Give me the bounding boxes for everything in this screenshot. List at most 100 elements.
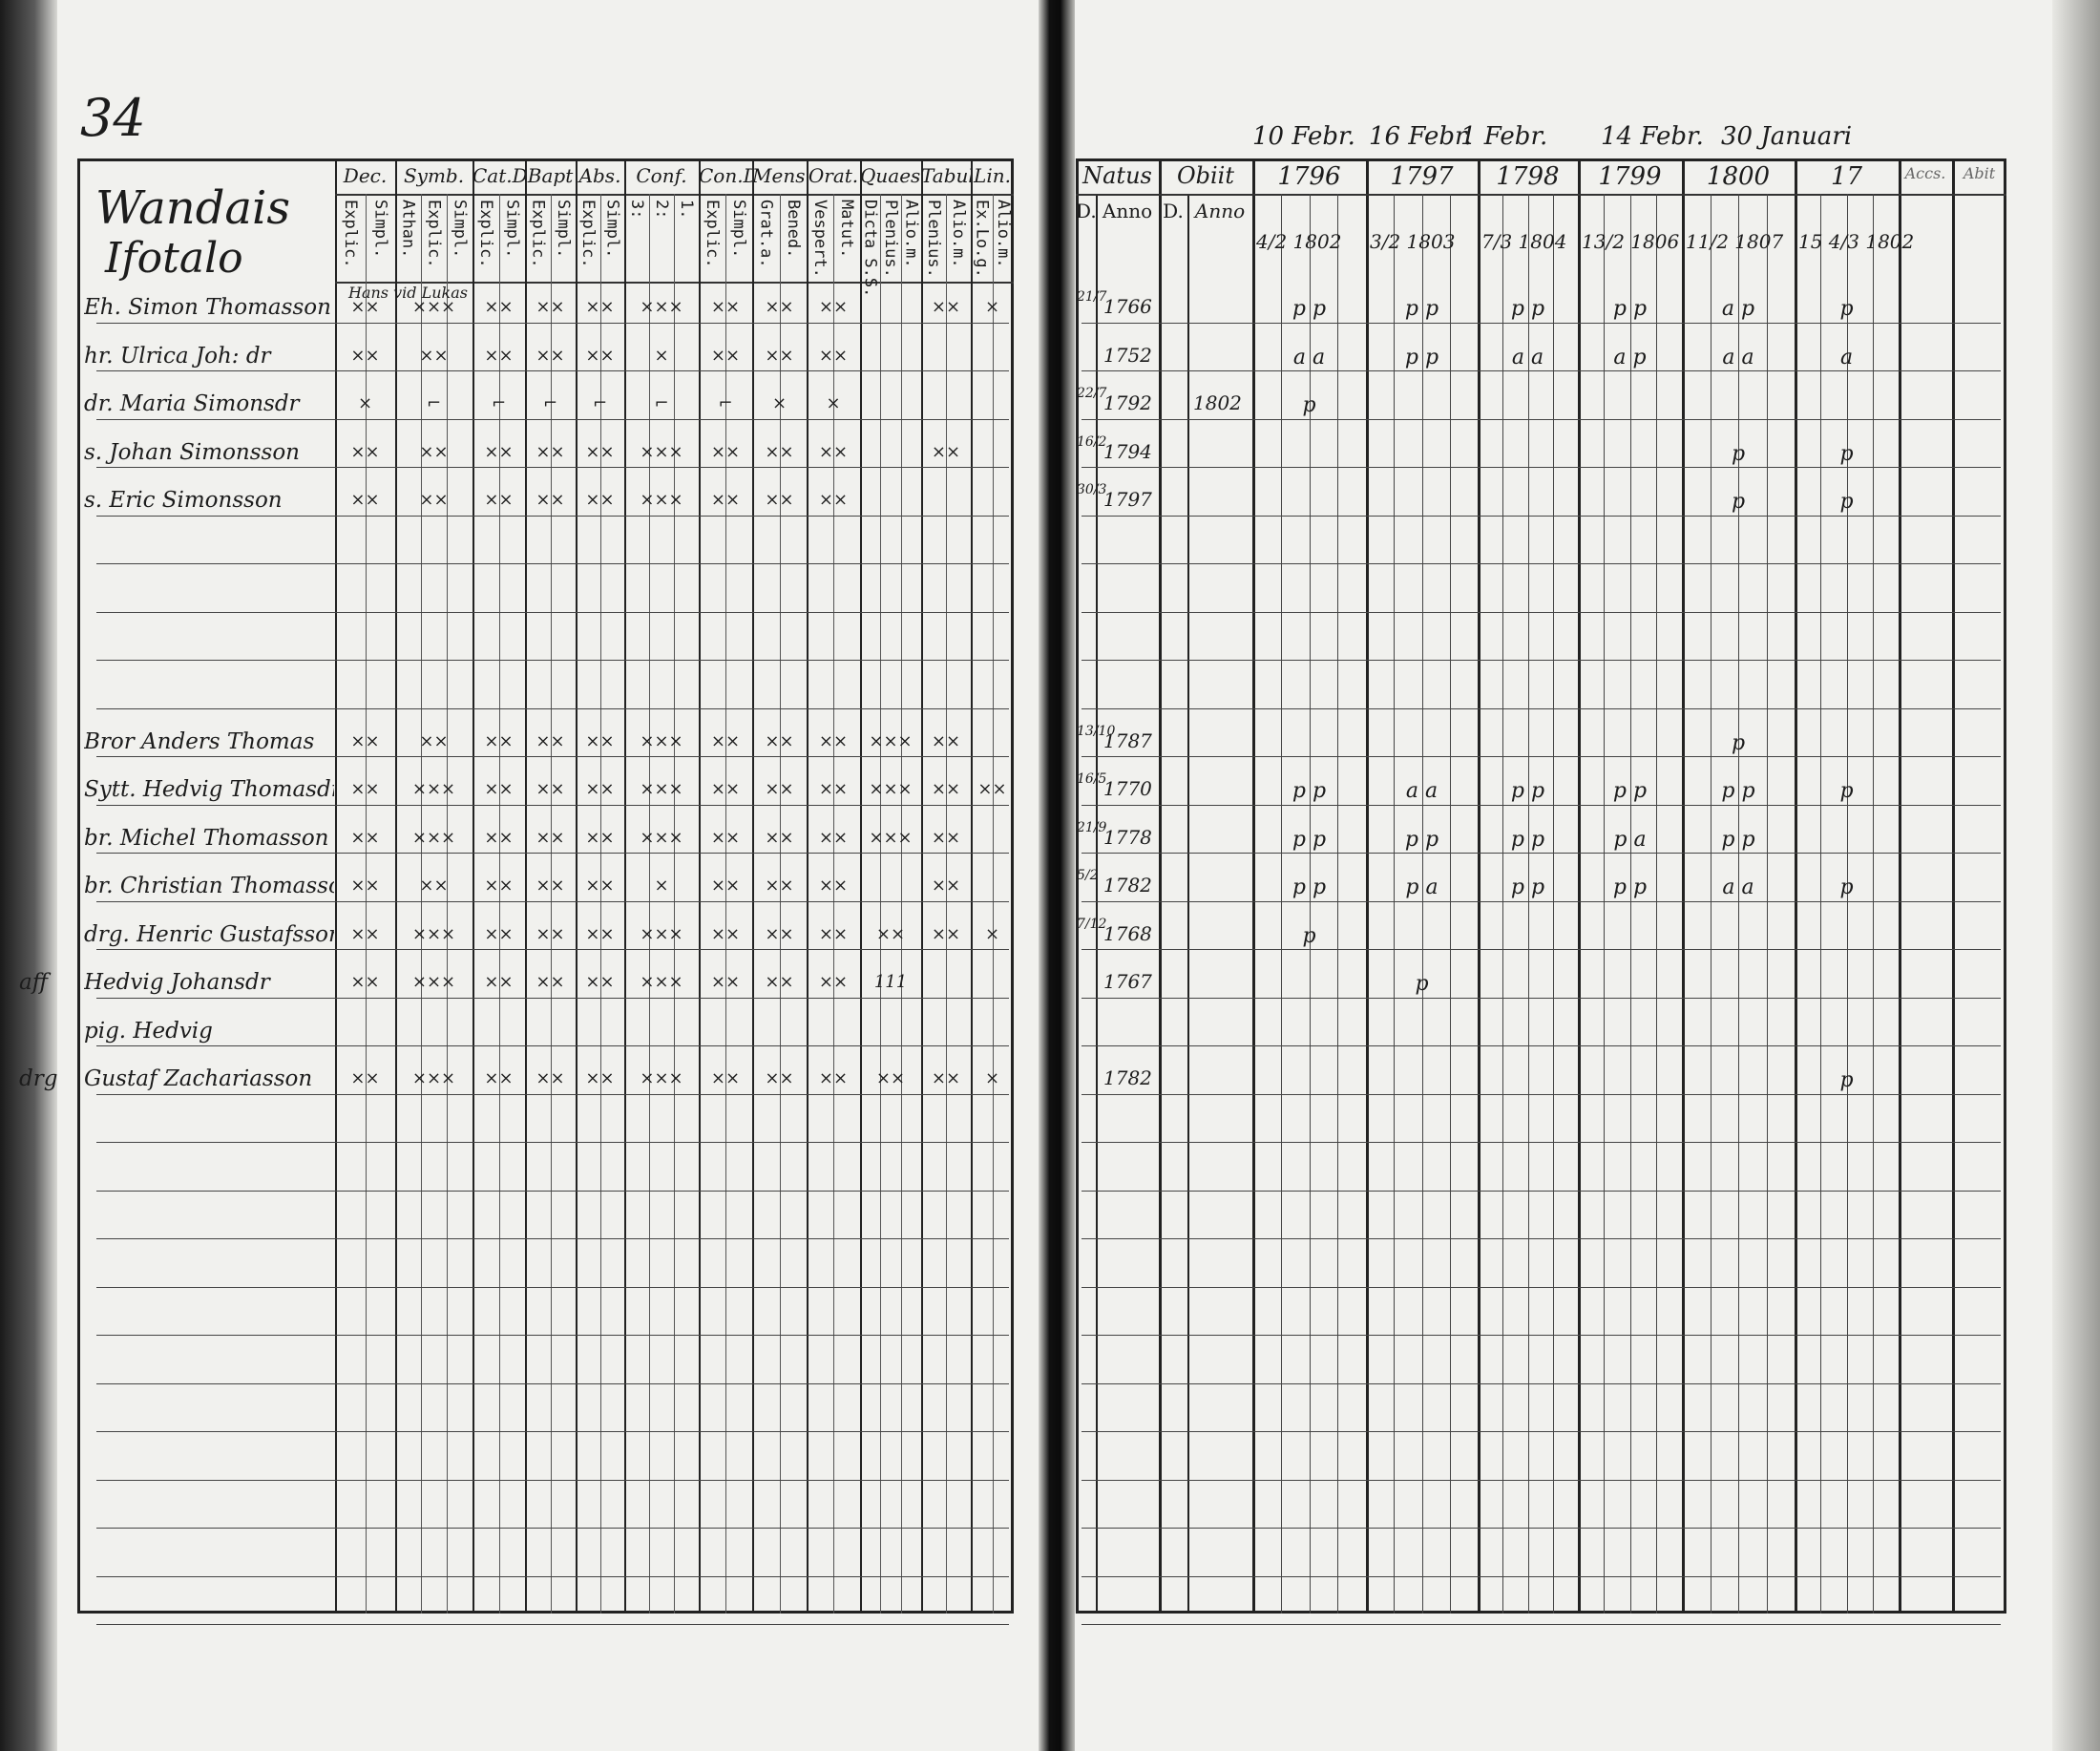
- column-divider: [1899, 158, 1901, 1614]
- sub-column-divider: [674, 194, 675, 1614]
- parish-subtitle: Ifotalo: [105, 234, 243, 283]
- column-divider: [1366, 158, 1369, 1614]
- attendance-mark: p p: [1510, 827, 1545, 852]
- communion-date: 15 4/3 1802: [1798, 230, 1915, 253]
- sub-column-divider: [1394, 194, 1396, 1614]
- examination-mark: ⌐: [718, 393, 733, 413]
- examination-mark: ⌐: [426, 393, 442, 413]
- sub-column-divider: [498, 194, 500, 1614]
- column-divider: [807, 158, 808, 1614]
- row-line: [1082, 563, 2001, 564]
- attendance-mark: p p: [1292, 297, 1327, 321]
- left-table: [77, 158, 1014, 1614]
- column-divider: [525, 158, 527, 1614]
- birth-year: 1752: [1103, 343, 1152, 367]
- row-line: [96, 1431, 1009, 1432]
- examination-mark: ××: [710, 972, 741, 992]
- examination-mark: ××: [977, 779, 1007, 799]
- birth-year: 1782: [1103, 1066, 1152, 1089]
- examination-mark: ××: [350, 490, 380, 510]
- sub-column-divider: [1846, 194, 1848, 1614]
- attendance-mark: a a: [1722, 876, 1754, 899]
- sub-column-header: Explic.: [424, 200, 444, 268]
- row-line: [1082, 370, 2001, 371]
- examination-mark: ××: [484, 972, 514, 992]
- examination-mark: ××: [585, 827, 615, 848]
- examination-mark: ×: [654, 345, 669, 366]
- examination-mark: ×××: [640, 730, 683, 751]
- examination-mark: ××: [536, 827, 565, 848]
- examination-mark: ××: [765, 779, 794, 799]
- sub-column-header: Simpl.: [370, 200, 390, 259]
- row-line: [96, 1286, 1009, 1288]
- birth-day: 13/10: [1077, 723, 1116, 739]
- accs-header: Accs.: [1904, 164, 1946, 182]
- birth-day: 22/7: [1077, 386, 1107, 401]
- examination-mark: ⌐: [542, 393, 558, 413]
- death-year: 1802: [1193, 391, 1242, 414]
- birth-year: 1794: [1103, 439, 1152, 463]
- communion-date: 7/3 1804: [1481, 230, 1567, 253]
- name-column-divider: [335, 158, 337, 1614]
- attendance-mark: p p: [1292, 827, 1327, 852]
- examination-mark: ×××: [411, 297, 456, 317]
- examination-mark: ×××: [869, 827, 913, 848]
- examination-mark: ××: [765, 876, 794, 896]
- birth-year: 1782: [1103, 874, 1152, 897]
- examination-mark: ×××: [640, 923, 683, 944]
- examination-mark: ××: [710, 779, 741, 799]
- examination-mark: ××: [484, 441, 514, 462]
- row-line: [1082, 1624, 2001, 1625]
- examination-mark: ××: [765, 1068, 794, 1088]
- row-line: [1082, 1093, 2001, 1095]
- column-divider: [1252, 158, 1255, 1614]
- obiit-anno-header: Anno: [1194, 200, 1246, 222]
- row-line: [1082, 1142, 2001, 1143]
- year-header: 17: [1830, 162, 1863, 191]
- column-header: Conf.: [636, 164, 687, 187]
- sub-column-header: Athan.: [398, 200, 418, 259]
- row-line: [96, 418, 1009, 420]
- row-line: [1082, 1575, 2001, 1577]
- sub-column-header: Plenius.: [881, 200, 900, 278]
- row-line: [96, 370, 1009, 371]
- parish-title: Wandais: [95, 181, 291, 235]
- examination-mark: ××: [710, 297, 741, 317]
- birth-year: 1792: [1103, 391, 1152, 414]
- examination-mark: ×: [357, 393, 373, 413]
- birth-year: 1770: [1103, 777, 1152, 800]
- sub-column-divider: [1710, 194, 1712, 1614]
- birth-year: 1767: [1103, 970, 1152, 993]
- sub-column-header: Alio.m.: [901, 200, 921, 268]
- examination-mark: ××: [484, 1068, 514, 1088]
- person-name: hr. Ulrica Joh: dr: [84, 343, 271, 369]
- birth-day: 16/2: [1077, 433, 1107, 450]
- row-line: [1082, 660, 2001, 661]
- attendance-mark: p: [1731, 490, 1746, 514]
- column-header: Cat.D: [472, 164, 525, 187]
- sub-column-divider: [447, 194, 448, 1614]
- person-name: drg. Henric Gustafsson: [84, 921, 334, 947]
- attendance-mark: p: [1839, 779, 1854, 803]
- examination-mark: ××: [484, 923, 514, 944]
- attendance-mark: p p: [1292, 876, 1327, 899]
- row-line: [1082, 997, 2001, 999]
- row-line: [96, 1238, 1009, 1239]
- book-gutter: [1039, 0, 1075, 1751]
- birth-day: 16/5: [1077, 771, 1107, 787]
- sub-column-divider: [880, 194, 882, 1614]
- row-line: [1082, 707, 2001, 709]
- attendance-mark: p a: [1613, 827, 1647, 852]
- natus-header: Natus: [1082, 162, 1152, 189]
- examination-mark: ××: [536, 441, 565, 462]
- row-line: [96, 660, 1009, 661]
- row-line: [96, 515, 1009, 517]
- sub-column-divider: [1280, 194, 1282, 1614]
- row-line: [1082, 515, 2001, 517]
- right-table: [1076, 158, 2006, 1614]
- row-line: [1082, 1479, 2001, 1481]
- person-name: Bror Anders Thomas: [84, 728, 315, 754]
- column-header: Abs.: [578, 164, 621, 187]
- examination-mark: ×: [771, 393, 788, 413]
- year-header: 1798: [1496, 162, 1560, 191]
